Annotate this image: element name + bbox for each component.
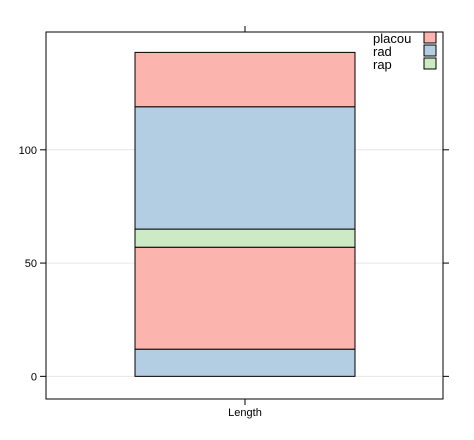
legend-label-rap: rap [373, 57, 392, 72]
y-axis-tick-labels: 0 50 100 [19, 145, 37, 384]
legend: placou rad rap [373, 31, 437, 72]
legend-label-placou: placou [373, 31, 411, 46]
bar-segment-rap-2 [134, 228, 356, 248]
legend-label-rad: rad [373, 44, 392, 59]
y-tick-label-50: 50 [25, 258, 37, 270]
bar-segment-placou-1 [134, 246, 356, 350]
bar-segment-rad-3 [134, 106, 356, 230]
y-tick-label-100: 100 [19, 145, 37, 157]
legend-swatch-placou [423, 31, 437, 44]
x-axis: Length [228, 26, 262, 419]
bar-segment-rad-0 [134, 348, 356, 377]
legend-swatch-rap [423, 57, 437, 70]
y-tick-label-0: 0 [31, 371, 37, 383]
x-tick-label: Length [228, 407, 262, 419]
stacked-bar [134, 51, 356, 377]
legend-swatch-rad [423, 44, 437, 57]
y-axis-ticks [40, 149, 449, 377]
bar-segment-placou-4 [134, 51, 356, 108]
